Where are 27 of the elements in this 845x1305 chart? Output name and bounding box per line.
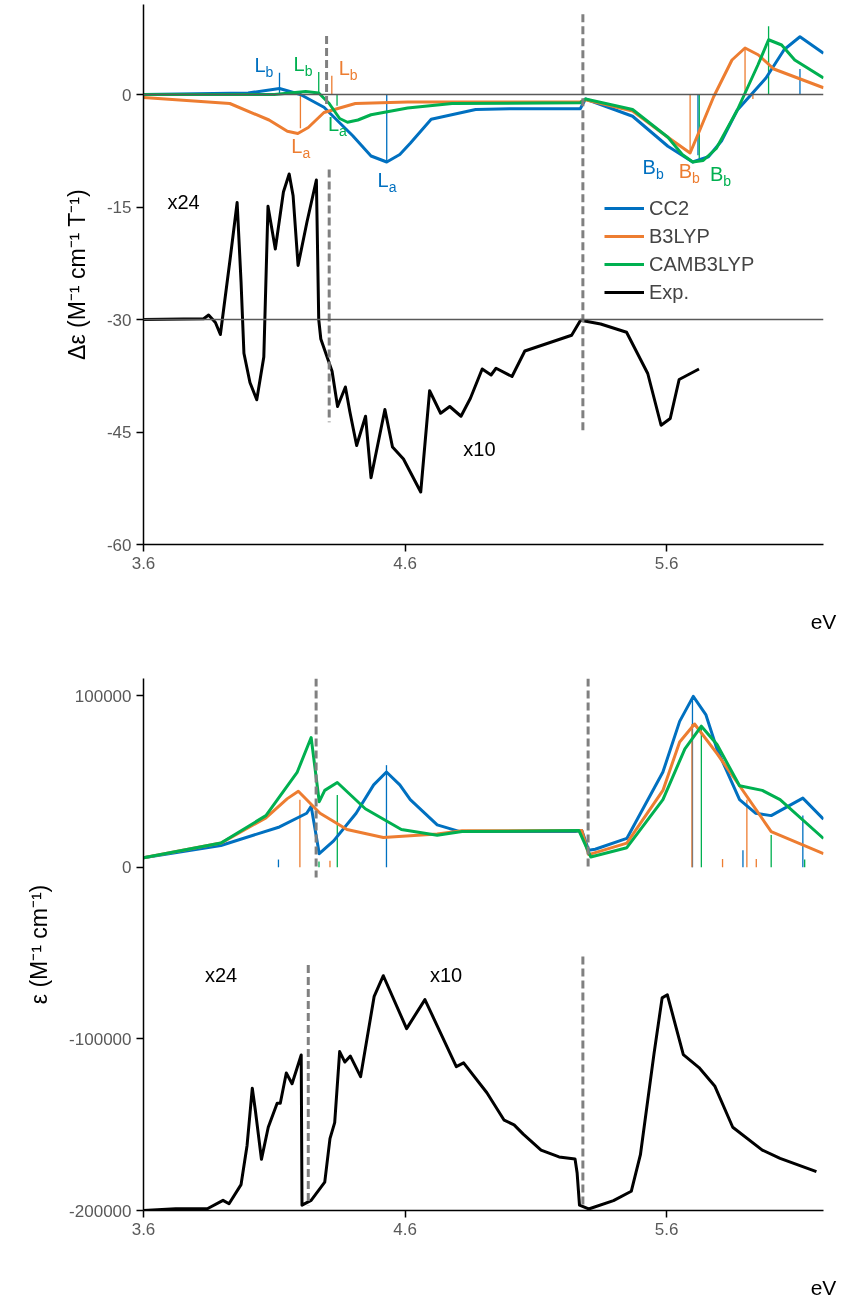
x-tick-label: 3.6 <box>131 1219 156 1239</box>
y-tick-label: 0 <box>122 858 132 878</box>
y-tick-label: 100000 <box>74 686 132 706</box>
x-tick-label: 4.6 <box>393 1219 417 1239</box>
y-axis-title: Δε (M⁻¹ cm⁻¹ T⁻¹) <box>63 189 90 360</box>
x-tick-label: 3.6 <box>131 553 156 573</box>
y-tick-label: -100000 <box>69 1029 132 1049</box>
y-tick-label: -30 <box>106 310 132 330</box>
y-tick-label: -15 <box>106 198 132 217</box>
y-axis-title: ε (M⁻¹ cm⁻¹) <box>26 884 53 1005</box>
y-tick-label: -45 <box>106 423 132 442</box>
annotation: x24 <box>167 190 200 213</box>
annotation: x10 <box>429 964 463 987</box>
legend-label: Exp. <box>649 280 690 304</box>
y-tick-label: -200000 <box>69 1201 132 1221</box>
x-tick-label: 5.6 <box>654 1219 679 1239</box>
x-axis-title: eV <box>810 609 837 633</box>
x-axis-title: eV <box>810 1275 837 1299</box>
annotation: x24 <box>204 964 238 987</box>
x-tick-label: 4.6 <box>393 553 417 573</box>
legend-label: CAMB3LYP <box>649 252 755 276</box>
legend-label: CC2 <box>649 196 690 220</box>
y-tick-label: -60 <box>106 535 132 555</box>
annotation: x10 <box>463 438 496 461</box>
y-tick-label: 0 <box>122 85 132 105</box>
x-tick-label: 5.6 <box>654 553 679 573</box>
legend-label: B3LYP <box>649 224 710 248</box>
